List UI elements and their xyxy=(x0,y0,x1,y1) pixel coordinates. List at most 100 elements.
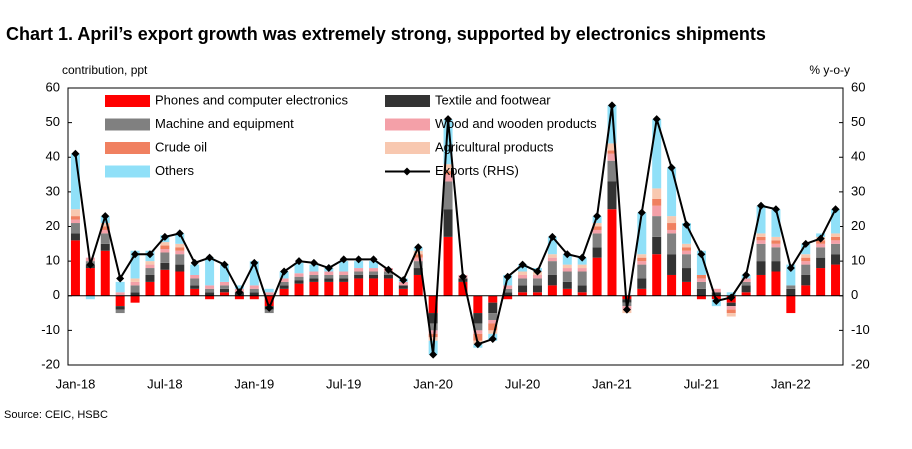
legend-swatch xyxy=(385,118,430,131)
y2-tick-label: 30 xyxy=(851,183,865,198)
marker xyxy=(384,265,393,274)
bar-segment xyxy=(488,330,498,334)
bar-segment xyxy=(473,330,483,334)
bar-segment xyxy=(667,254,677,275)
y-tick-label: -20 xyxy=(41,356,60,371)
bar-segment xyxy=(637,264,647,279)
marker xyxy=(339,255,348,264)
bar-segment xyxy=(547,254,557,258)
bar-segment xyxy=(160,269,170,296)
bar-segment xyxy=(771,236,781,241)
bar-segment xyxy=(219,292,229,296)
bar-segment xyxy=(786,264,796,286)
bar-segment xyxy=(532,278,542,286)
bar-segment xyxy=(339,274,349,279)
bar-segment xyxy=(160,249,170,253)
bar-segment xyxy=(577,271,587,286)
marker xyxy=(488,335,497,344)
bar-segment xyxy=(205,285,215,289)
bar-segment xyxy=(443,181,453,210)
bar-segment xyxy=(190,285,200,289)
marker xyxy=(324,264,333,273)
bar-segment xyxy=(339,278,349,282)
bar-segment xyxy=(70,223,80,234)
bar-segment xyxy=(696,250,706,275)
bar-segment xyxy=(652,188,662,199)
bar-segment xyxy=(518,271,528,275)
bar-segment xyxy=(741,292,751,296)
bar-segment xyxy=(801,274,811,286)
bar-segment xyxy=(443,164,453,172)
marker xyxy=(667,163,676,172)
bar-segment xyxy=(637,212,647,255)
bar-segment xyxy=(115,292,125,296)
bar-segment xyxy=(652,119,662,189)
bar-segment xyxy=(786,285,796,289)
bar-segment xyxy=(741,281,751,286)
bar-segment xyxy=(771,261,781,272)
bar-segment xyxy=(175,271,185,296)
bar-segment xyxy=(696,281,706,289)
bar-segment xyxy=(771,271,781,296)
bar-segment xyxy=(428,333,438,338)
bar-segment xyxy=(219,264,229,282)
bar-segment xyxy=(160,252,170,263)
bar-segment xyxy=(294,283,304,296)
bar-segment xyxy=(443,236,453,296)
bar-segment xyxy=(562,254,572,265)
bar-segment xyxy=(85,268,95,296)
bar-segment xyxy=(309,271,319,275)
bar-segment xyxy=(831,264,841,296)
bar-segment xyxy=(354,278,364,296)
bar-segment xyxy=(771,240,781,244)
bar-segment xyxy=(309,278,319,282)
x-tick-label: Jul-18 xyxy=(147,376,182,391)
marker xyxy=(473,340,482,349)
y2-tick-label: 60 xyxy=(851,79,865,94)
bar-segment xyxy=(562,288,572,296)
bar-segment xyxy=(383,274,393,279)
bar-segment xyxy=(249,295,259,300)
bar-segment xyxy=(413,268,423,275)
legend-label: Others xyxy=(155,163,195,178)
bar-segment xyxy=(443,171,453,175)
marker xyxy=(250,258,259,267)
x-tick-label: Jul-21 xyxy=(684,376,719,391)
y2-tick-label: 0 xyxy=(851,287,858,302)
bar-segment xyxy=(577,268,587,272)
y2-tick-label: 20 xyxy=(851,218,865,233)
marker xyxy=(175,229,184,238)
marker xyxy=(548,232,557,241)
bar-segment xyxy=(249,288,259,293)
bar-segment xyxy=(831,209,841,234)
bar-segment xyxy=(592,229,602,234)
bar-segment xyxy=(115,295,125,307)
bar-segment xyxy=(562,281,572,289)
bar-segment xyxy=(398,285,408,289)
marker xyxy=(444,115,453,124)
bar-segment xyxy=(279,281,289,286)
bar-segment xyxy=(279,288,289,296)
bar-segment xyxy=(756,243,766,262)
bar-segment xyxy=(473,313,483,324)
y-tick-label: 0 xyxy=(53,287,60,302)
y2-tick-label: 50 xyxy=(851,114,865,129)
bar-segment xyxy=(831,233,841,237)
bar-segment xyxy=(518,274,528,279)
bar-segment xyxy=(652,236,662,255)
bar-segment xyxy=(696,288,706,296)
bar-segment xyxy=(100,226,110,230)
marker xyxy=(160,232,169,241)
bar-segment xyxy=(592,257,602,296)
marker xyxy=(101,212,110,221)
bar-segment xyxy=(756,274,766,296)
legend-label: Exports (RHS) xyxy=(435,163,519,178)
bar-segment xyxy=(354,271,364,275)
marker xyxy=(637,208,646,217)
bar-segment xyxy=(339,261,349,272)
marker xyxy=(712,296,721,305)
bar-segment xyxy=(532,292,542,296)
bar-segment xyxy=(726,306,736,310)
bar-segment xyxy=(547,261,557,275)
marker xyxy=(742,270,751,279)
